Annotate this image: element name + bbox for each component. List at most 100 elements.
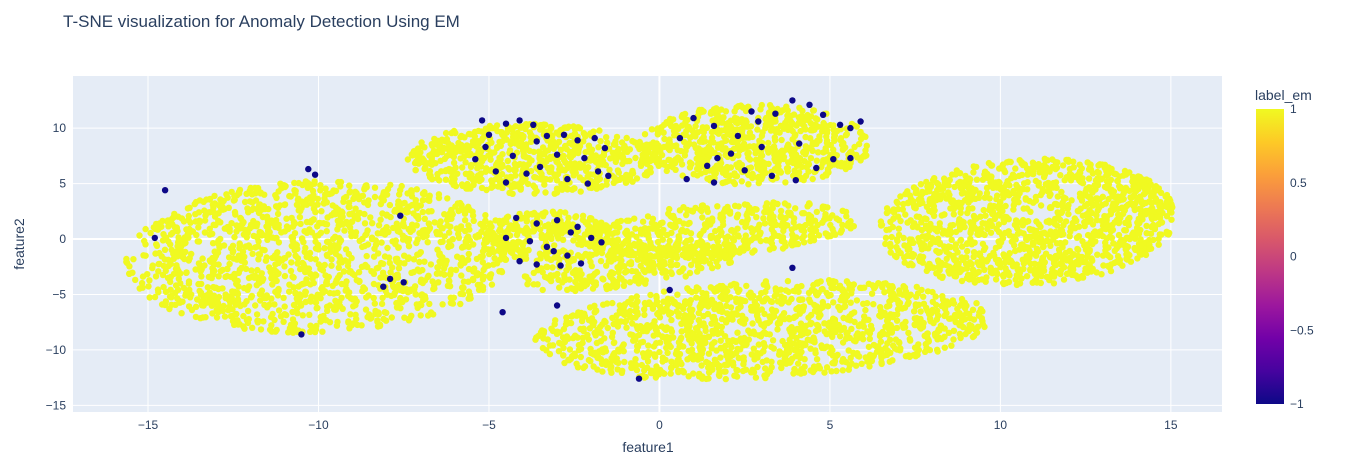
scatter-point-inlier [463, 240, 469, 246]
scatter-point-inlier [645, 342, 651, 348]
scatter-point-inlier [235, 296, 241, 302]
scatter-point-inlier [767, 122, 773, 128]
scatter-point-inlier [175, 287, 181, 293]
scatter-point-inlier [505, 158, 511, 164]
scatter-point-inlier [1102, 162, 1108, 168]
scatter-point-inlier [459, 255, 465, 261]
scatter-point-inlier [312, 209, 318, 215]
scatter-point-inlier [946, 270, 952, 276]
scatter-point-inlier [778, 365, 784, 371]
scatter-point-inlier [400, 236, 406, 242]
scatter-point-inlier [1047, 193, 1053, 199]
scatter-point-inlier [1033, 218, 1039, 224]
scatter-point-inlier [701, 134, 707, 140]
scatter-point-inlier [814, 356, 820, 362]
scatter-point-inlier [500, 242, 506, 248]
scatter-point-inlier [1043, 181, 1049, 187]
scatter-point-inlier [222, 274, 228, 280]
scatter-point-inlier [499, 185, 505, 191]
scatter-point-inlier [973, 216, 979, 222]
scatter-point-inlier [155, 289, 161, 295]
scatter-point-inlier [1079, 238, 1085, 244]
scatter-point-inlier [362, 220, 368, 226]
scatter-point-inlier [181, 218, 187, 224]
scatter-point-inlier [967, 315, 973, 321]
scatter-point-inlier [496, 155, 502, 161]
scatter-point-inlier [273, 195, 279, 201]
scatter-point-inlier [782, 179, 788, 185]
scatter-point-inlier [729, 139, 735, 145]
scatter-point-inlier [415, 266, 421, 272]
scatter-point-inlier [396, 229, 402, 235]
scatter-point-inlier [1023, 195, 1029, 201]
scatter-point-inlier [461, 278, 467, 284]
scatter-point-inlier [272, 261, 278, 267]
scatter-point-inlier [956, 216, 962, 222]
scatter-point-inlier [186, 278, 192, 284]
scatter-point-inlier [739, 116, 745, 122]
scatter-point-inlier [482, 212, 488, 218]
scatter-point-inlier [160, 231, 166, 237]
scatter-point-inlier [1134, 255, 1140, 261]
scatter-point-inlier [188, 251, 194, 257]
scatter-point-inlier [947, 205, 953, 211]
scatter-point-inlier [650, 139, 656, 145]
scatter-point-inlier [843, 132, 849, 138]
scatter-point-inlier [976, 195, 982, 201]
scatter-point-inlier [801, 177, 807, 183]
scatter-point-inlier [174, 295, 180, 301]
scatter-point-inlier [176, 236, 182, 242]
scatter-point-inlier [419, 291, 425, 297]
scatter-point-inlier [629, 179, 635, 185]
scatter-point-inlier [988, 162, 994, 168]
scatter-point-inlier [362, 232, 368, 238]
scatter-point-inlier [412, 160, 418, 166]
scatter-point-inlier [183, 289, 189, 295]
scatter-point-inlier [577, 174, 583, 180]
scatter-point-inlier [253, 197, 259, 203]
scatter-point-inlier [1086, 175, 1092, 181]
scatter-point-inlier [381, 189, 387, 195]
scatter-point-inlier [568, 154, 574, 160]
scatter-point-inlier [275, 270, 281, 276]
scatter-point-inlier [932, 239, 938, 245]
scatter-point-inlier [1062, 177, 1068, 183]
scatter-point-inlier [1117, 239, 1123, 245]
scatter-point-inlier [336, 265, 342, 271]
scatter-point-inlier [1148, 200, 1154, 206]
scatter-point-inlier [523, 256, 529, 262]
scatter-point-inlier [926, 208, 932, 214]
scatter-point-inlier [282, 183, 288, 189]
scatter-point-inlier [251, 275, 257, 281]
scatter-point-inlier [915, 341, 921, 347]
scatter-point-inlier [413, 240, 419, 246]
scatter-point-inlier [699, 107, 705, 113]
scatter-point-inlier [249, 325, 255, 331]
scatter-point-inlier [261, 247, 267, 253]
scatter-point-inlier [578, 346, 584, 352]
scatter-point-inlier [723, 179, 729, 185]
scatter-point-inlier [632, 155, 638, 161]
scatter-point-inlier [273, 235, 279, 241]
scatter-point-inlier [380, 261, 386, 267]
scatter-point-inlier [505, 227, 511, 233]
scatter-point-inlier [1079, 197, 1085, 203]
scatter-point-inlier [232, 209, 238, 215]
scatter-point-inlier [249, 191, 255, 197]
scatter-point-inlier [486, 251, 492, 257]
scatter-point-inlier [1015, 199, 1021, 205]
scatter-point-inlier [774, 326, 780, 332]
scatter-point-inlier [1075, 247, 1081, 253]
scatter-point-inlier [620, 154, 626, 160]
scatter-point-inlier [1027, 226, 1033, 232]
scatter-point-inlier [595, 144, 601, 150]
scatter-point-inlier [950, 253, 956, 259]
scatter-point-inlier [146, 277, 152, 283]
scatter-point-inlier [354, 277, 360, 283]
scatter-point-inlier [193, 218, 199, 224]
scatter-point-inlier [722, 152, 728, 158]
scatter-point-inlier [1116, 218, 1122, 224]
scatter-point-inlier [970, 169, 976, 175]
scatter-point-inlier [268, 322, 274, 328]
scatter-point-inlier [695, 286, 701, 292]
